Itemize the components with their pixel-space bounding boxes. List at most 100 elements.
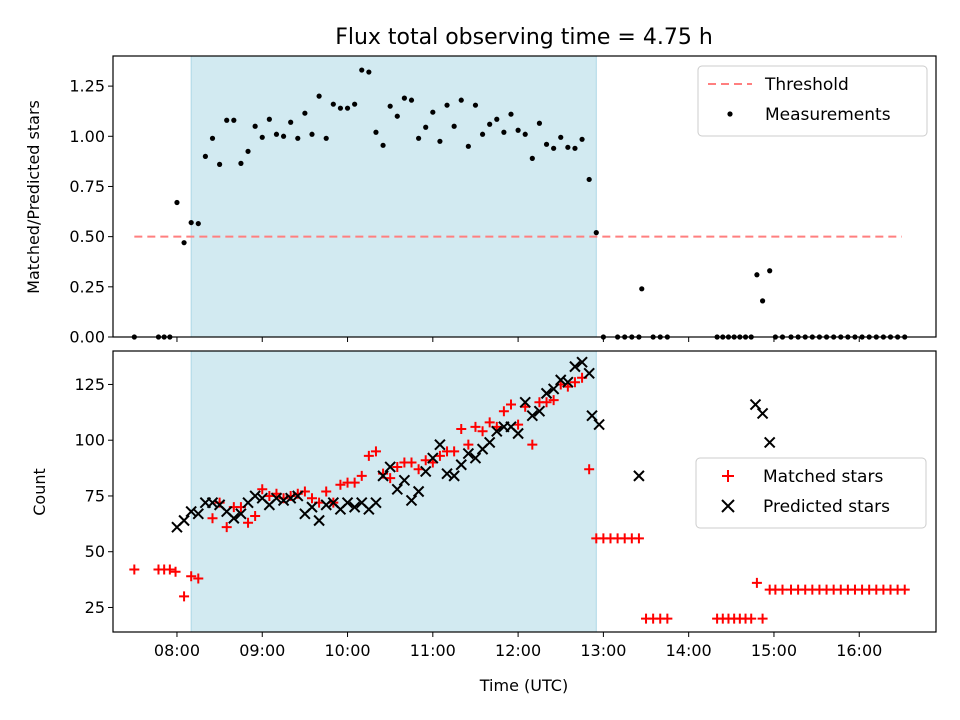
measurement-point bbox=[437, 138, 443, 144]
measurement-point bbox=[209, 135, 216, 141]
measurement-point bbox=[515, 127, 521, 133]
predicted-star-point bbox=[206, 496, 219, 509]
matched-star-point bbox=[170, 566, 181, 577]
matched-star-point bbox=[584, 464, 595, 475]
matched-star-point bbox=[186, 571, 197, 582]
predicted-star-point bbox=[377, 470, 389, 482]
matched-star-point bbox=[757, 613, 768, 624]
measurement-point bbox=[551, 145, 557, 151]
measurement-point bbox=[444, 102, 450, 108]
measurement-point bbox=[767, 268, 773, 274]
measurement-point bbox=[373, 129, 379, 135]
matched-star-point bbox=[420, 455, 431, 466]
matched-star-point bbox=[569, 377, 580, 388]
predicted-star-point bbox=[370, 496, 382, 509]
legend-measurements-swatch bbox=[727, 111, 733, 117]
top-ytick-label: 0.25 bbox=[69, 277, 105, 296]
predicted-star-point bbox=[292, 490, 304, 502]
measurement-point bbox=[536, 120, 543, 126]
matched-star-point bbox=[456, 424, 467, 435]
predicted-star-point bbox=[412, 485, 425, 498]
bottom-ytick-label: 50 bbox=[85, 542, 105, 561]
predicted-star-point bbox=[576, 356, 588, 368]
predicted-star-point bbox=[483, 436, 496, 449]
chart-title: Flux total observing time = 4.75 h bbox=[335, 25, 713, 50]
matched-star-point bbox=[356, 470, 367, 481]
matched-star-point bbox=[370, 446, 381, 457]
bottom-ytick-label: 125 bbox=[74, 375, 105, 394]
measurement-point bbox=[472, 102, 479, 108]
matched-star-point bbox=[321, 486, 332, 497]
top-panel: Matched/Predicted stars 0.00 0.25 0.50 0.75… bbox=[24, 55, 937, 347]
predicted-star-point bbox=[249, 490, 261, 502]
measurement-point bbox=[572, 145, 578, 151]
measurement-point bbox=[423, 124, 429, 130]
measurement-point bbox=[316, 93, 322, 99]
measurement-point bbox=[408, 97, 415, 103]
top-ytick-label: 1.25 bbox=[69, 77, 105, 96]
measurement-point bbox=[586, 176, 592, 183]
measurement-point bbox=[280, 133, 287, 139]
predicted-star-point bbox=[491, 425, 503, 437]
predicted-star-point bbox=[313, 514, 325, 527]
x-tick-label: 12:00 bbox=[495, 641, 541, 660]
matched-star-point bbox=[899, 584, 910, 595]
matched-star-point bbox=[179, 591, 190, 602]
matched-star-point bbox=[264, 490, 275, 501]
x-tick-label: 16:00 bbox=[836, 641, 882, 660]
bottom-ytick-label: 25 bbox=[85, 598, 105, 617]
predicted-star-point bbox=[228, 512, 240, 524]
predicted-star-point bbox=[533, 405, 546, 417]
matched-star-point bbox=[434, 450, 445, 461]
bottom-ytick-label: 75 bbox=[85, 486, 105, 505]
measurement-point bbox=[195, 220, 201, 227]
predicted-star-point bbox=[593, 418, 605, 431]
legend-label: Matched stars bbox=[763, 467, 883, 487]
measurement-point bbox=[387, 103, 393, 109]
predicted-star-point bbox=[284, 492, 297, 504]
predicted-star-point bbox=[763, 436, 776, 449]
measurement-point bbox=[430, 109, 436, 115]
matched-star-point bbox=[463, 439, 474, 450]
top-ytick-label: 1.00 bbox=[69, 127, 105, 146]
measurement-point bbox=[494, 116, 500, 122]
matched-star-point bbox=[505, 399, 516, 410]
measurement-point bbox=[508, 111, 514, 117]
measurement-point bbox=[330, 101, 336, 107]
top-y-axis-label: Matched/Predicted stars bbox=[24, 100, 43, 294]
measurement-point bbox=[224, 117, 230, 123]
measurement-point bbox=[759, 298, 766, 304]
measurement-point bbox=[458, 97, 464, 103]
bottom-ytick-label: 100 bbox=[74, 431, 105, 450]
matched-star-point bbox=[221, 522, 232, 533]
x-tick-label: 10:00 bbox=[324, 641, 370, 660]
bottom-axes-frame bbox=[112, 350, 937, 633]
matched-star-point bbox=[207, 513, 218, 524]
measurement-point bbox=[565, 144, 571, 150]
measurement-point bbox=[323, 135, 329, 141]
bottom-y-axis-label: Count bbox=[30, 468, 49, 516]
predicted-star-point bbox=[178, 514, 190, 527]
predicted-star-point bbox=[320, 499, 332, 511]
predicted-star-point bbox=[586, 409, 598, 422]
matched-star-point bbox=[363, 450, 374, 461]
matched-star-point bbox=[449, 446, 460, 457]
measurement-point bbox=[479, 131, 486, 137]
matched-star-point bbox=[306, 493, 317, 504]
matched-star-point bbox=[484, 417, 495, 428]
matched-star-point bbox=[470, 421, 481, 432]
x-tick-label: 08:00 bbox=[154, 641, 200, 660]
top-ytick-label: 0.75 bbox=[69, 177, 105, 196]
top-observing-span bbox=[191, 56, 597, 337]
matched-star-point bbox=[406, 457, 417, 468]
matched-star-point bbox=[777, 584, 788, 595]
matched-star-point bbox=[498, 406, 509, 417]
matched-star-point bbox=[746, 613, 757, 624]
measurement-point bbox=[217, 161, 223, 167]
matched-star-point bbox=[392, 461, 403, 472]
predicted-star-point bbox=[277, 494, 290, 507]
top-axes-frame bbox=[112, 55, 937, 338]
measurement-point bbox=[181, 240, 187, 246]
predicted-star-point bbox=[540, 387, 553, 400]
measurement-point bbox=[639, 286, 645, 292]
